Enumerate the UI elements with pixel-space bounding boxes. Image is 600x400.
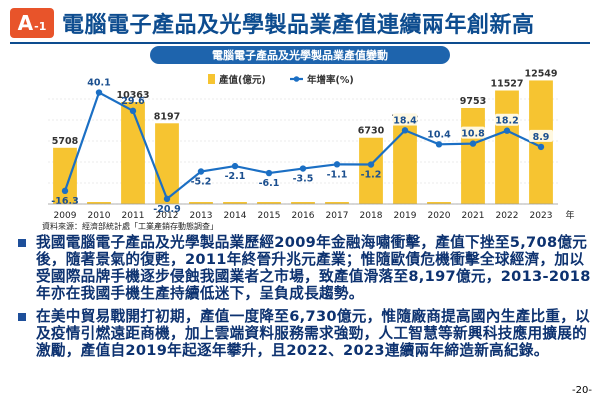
chart-title: 電腦電子產品及光學製品業產值變動 — [150, 46, 450, 64]
x-tick-label: 2017 — [326, 211, 349, 221]
x-tick-label: 2011 — [122, 211, 145, 221]
growth-label: -20.9 — [153, 204, 180, 215]
bullet-list: 我國電腦電子產品及光學製品業歷經2009年金融海嘯衝擊，產值下挫至5,708億元… — [14, 234, 594, 365]
growth-point — [333, 161, 341, 168]
growth-label: -16.3 — [51, 196, 78, 207]
bar-2014 — [223, 202, 247, 204]
title-rule — [10, 42, 590, 44]
bar-label: 11527 — [490, 79, 523, 90]
bar-label: 10363 — [116, 90, 149, 101]
legend-layer: 產值(億元) 年增率(%) — [208, 74, 354, 86]
bar-2023 — [529, 80, 553, 204]
bar-2018 — [359, 137, 383, 204]
bar-2021 — [461, 107, 485, 204]
growth-point — [231, 162, 239, 170]
x-tick-label: 2014 — [224, 211, 247, 221]
line-layer — [61, 89, 545, 203]
growth-point — [197, 168, 205, 175]
growth-point — [95, 89, 103, 96]
x-tick-label: 2009 — [54, 211, 77, 221]
x-tick-label: 2023 — [530, 211, 553, 221]
growth-label: 18.2 — [495, 116, 518, 127]
bar-label: 9753 — [460, 96, 486, 107]
growth-point — [299, 165, 307, 172]
x-tick-label: 2013 — [190, 211, 213, 221]
bar-2016 — [291, 202, 315, 204]
bar-2015 — [257, 202, 281, 204]
x-tick-label: 2018 — [360, 211, 383, 221]
legend-bar-label: 產值(億元) — [218, 74, 266, 86]
growth-label: 10.4 — [427, 129, 451, 140]
header: A -1 電腦電子產品及光學製品業產值連續兩年創新高 — [0, 0, 600, 44]
bullet-text: 我國電腦電子產品及光學製品業歷經2009年金融海嘯衝擊，產值下挫至5,708億元… — [36, 234, 591, 302]
growth-label: 10.8 — [461, 129, 485, 140]
x-tick-label: 2015 — [258, 211, 281, 221]
legend-line-label: 年增率(%) — [307, 74, 354, 86]
page-title: 電腦電子產品及光學製品業產值連續兩年創新高 — [62, 13, 535, 38]
badge-number: -1 — [34, 19, 47, 33]
growth-label: 40.1 — [87, 78, 110, 89]
growth-point — [401, 127, 409, 134]
growth-label: 8.9 — [533, 132, 550, 143]
bullet-square-icon — [18, 313, 26, 321]
x-tick-label: 2019 — [394, 211, 417, 221]
bar-2011 — [121, 101, 145, 204]
chart-svg: 57081036381976730797297531152712549-16.3… — [48, 68, 575, 221]
growth-label: -1.2 — [361, 170, 382, 181]
bar-label: 8197 — [154, 111, 180, 122]
bar-label: 6730 — [358, 126, 385, 137]
bullet-item: 在美中貿易戰開打初期，產值一度降至6,730億元，惟隨廠商提高國內生產比重，以及… — [14, 308, 594, 359]
growth-label: -2.1 — [225, 171, 246, 182]
badge-letter: A — [17, 11, 34, 35]
source-note: 資料來源：經濟部統計處「工業產銷存動態調查」 — [42, 222, 218, 231]
bullet-item: 我國電腦電子產品及光學製品業歷經2009年金融海嘯衝擊，產值下挫至5,708億元… — [14, 234, 594, 302]
growth-point — [435, 141, 443, 148]
x-tick-label: 2021 — [462, 211, 485, 221]
growth-label: -6.1 — [259, 178, 280, 189]
growth-point — [163, 195, 171, 203]
bar-label: 5708 — [52, 136, 79, 147]
growth-point — [503, 127, 511, 134]
growth-point — [265, 169, 273, 177]
label-layer: 57081036381976730797297531152712549-16.3… — [51, 68, 557, 214]
legend-line-marker — [293, 76, 300, 82]
bar-2013 — [189, 202, 213, 204]
growth-point — [129, 107, 137, 115]
x-unit-label: 年 — [565, 209, 574, 221]
growth-label: 18.4 — [393, 115, 417, 126]
bullet-square-icon — [18, 239, 26, 247]
growth-point — [367, 161, 375, 168]
bar-2017 — [325, 202, 349, 204]
growth-label: -3.5 — [293, 174, 314, 185]
growth-label-bg — [461, 126, 485, 139]
bar-2020 — [427, 202, 451, 204]
section-badge: A -1 — [10, 8, 54, 38]
growth-point — [61, 187, 69, 195]
growth-label-bg — [529, 129, 553, 142]
chart: 57081036381976730797297531152712549-16.3… — [0, 44, 600, 224]
bar-label: 12549 — [524, 68, 557, 79]
x-tick-label: 2020 — [428, 211, 451, 221]
growth-label-bg — [495, 113, 519, 126]
bar-2010 — [87, 202, 111, 204]
bar-2009 — [53, 147, 77, 204]
bar-2019 — [393, 125, 417, 204]
growth-point — [537, 143, 545, 151]
bullet-text: 在美中貿易戰開打初期，產值一度降至6,730億元，惟隨廠商提高國內生產比重，以及… — [36, 308, 591, 359]
x-tick-label: 2010 — [88, 211, 111, 221]
growth-label: -1.1 — [327, 169, 348, 180]
growth-label-bg — [393, 113, 417, 126]
x-tick-label: 2012 — [156, 211, 179, 221]
growth-label: 29.6 — [121, 96, 145, 107]
growth-point — [469, 140, 477, 147]
growth-label: -5.2 — [191, 176, 212, 187]
page-number: -20- — [572, 385, 592, 396]
bar-2022 — [495, 90, 519, 204]
x-tick-label: 2022 — [496, 211, 519, 221]
x-tick-label: 2016 — [292, 211, 315, 221]
legend-bar-swatch — [208, 74, 215, 84]
axis-layer: 2009 2010 2011 2012 2013 2014 2015 2016 2017 2018… — [48, 203, 575, 221]
